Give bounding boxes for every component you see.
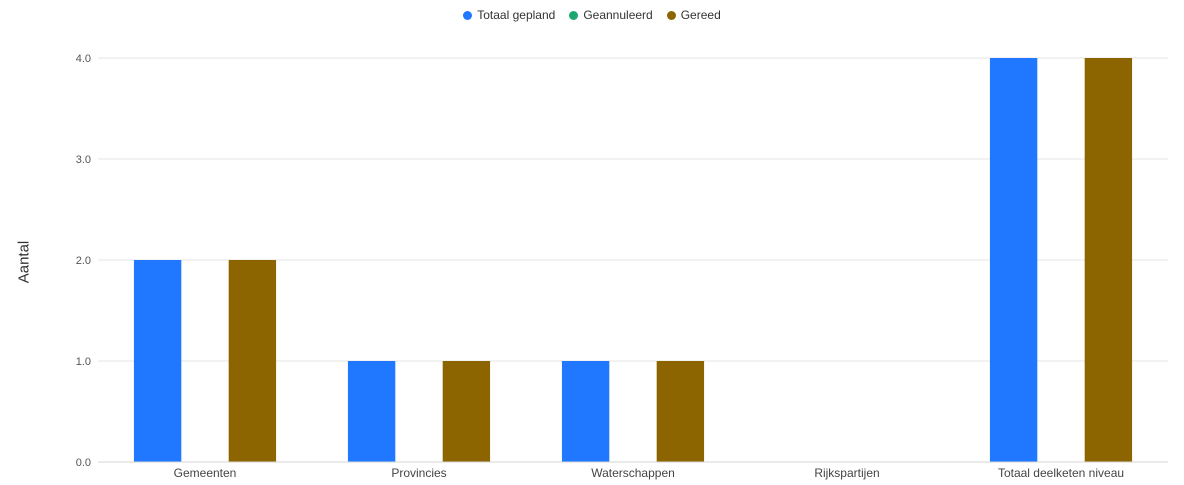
- bar[interactable]: [989, 58, 1038, 462]
- x-tick-label: Provincies: [391, 466, 446, 480]
- legend-dot-icon: [569, 10, 579, 20]
- x-tick-label: Waterschappen: [591, 466, 675, 480]
- y-tick-label: 4.0: [76, 53, 91, 65]
- legend-label: Totaal gepland: [477, 8, 556, 22]
- y-tick-label: 1.0: [76, 356, 91, 368]
- legend-label: Geannuleerd: [583, 8, 653, 22]
- bar[interactable]: [228, 260, 277, 462]
- legend-dot-icon: [666, 10, 676, 20]
- legend-item-geannuleerd[interactable]: Geannuleerd: [569, 8, 653, 22]
- legend-item-totaal-gepland[interactable]: Totaal gepland: [463, 8, 555, 22]
- x-tick-label: Rijkspartijen: [814, 466, 879, 480]
- legend: Totaal gepland Geannuleerd Gereed: [0, 8, 1184, 22]
- bar[interactable]: [561, 361, 610, 462]
- legend-item-gereed[interactable]: Gereed: [666, 8, 721, 22]
- y-tick-label: 0.0: [76, 457, 91, 469]
- bar[interactable]: [1084, 58, 1133, 462]
- x-tick-label: Gemeenten: [174, 466, 237, 480]
- y-tick-label: 2.0: [76, 255, 91, 267]
- bar[interactable]: [656, 361, 705, 462]
- x-tick-label: Totaal deelketen niveau: [998, 466, 1124, 480]
- bar[interactable]: [442, 361, 491, 462]
- y-tick-label: 3.0: [76, 154, 91, 166]
- legend-label: Gereed: [680, 8, 721, 22]
- bar[interactable]: [133, 260, 182, 462]
- bar[interactable]: [347, 361, 396, 462]
- legend-dot-icon: [463, 10, 473, 20]
